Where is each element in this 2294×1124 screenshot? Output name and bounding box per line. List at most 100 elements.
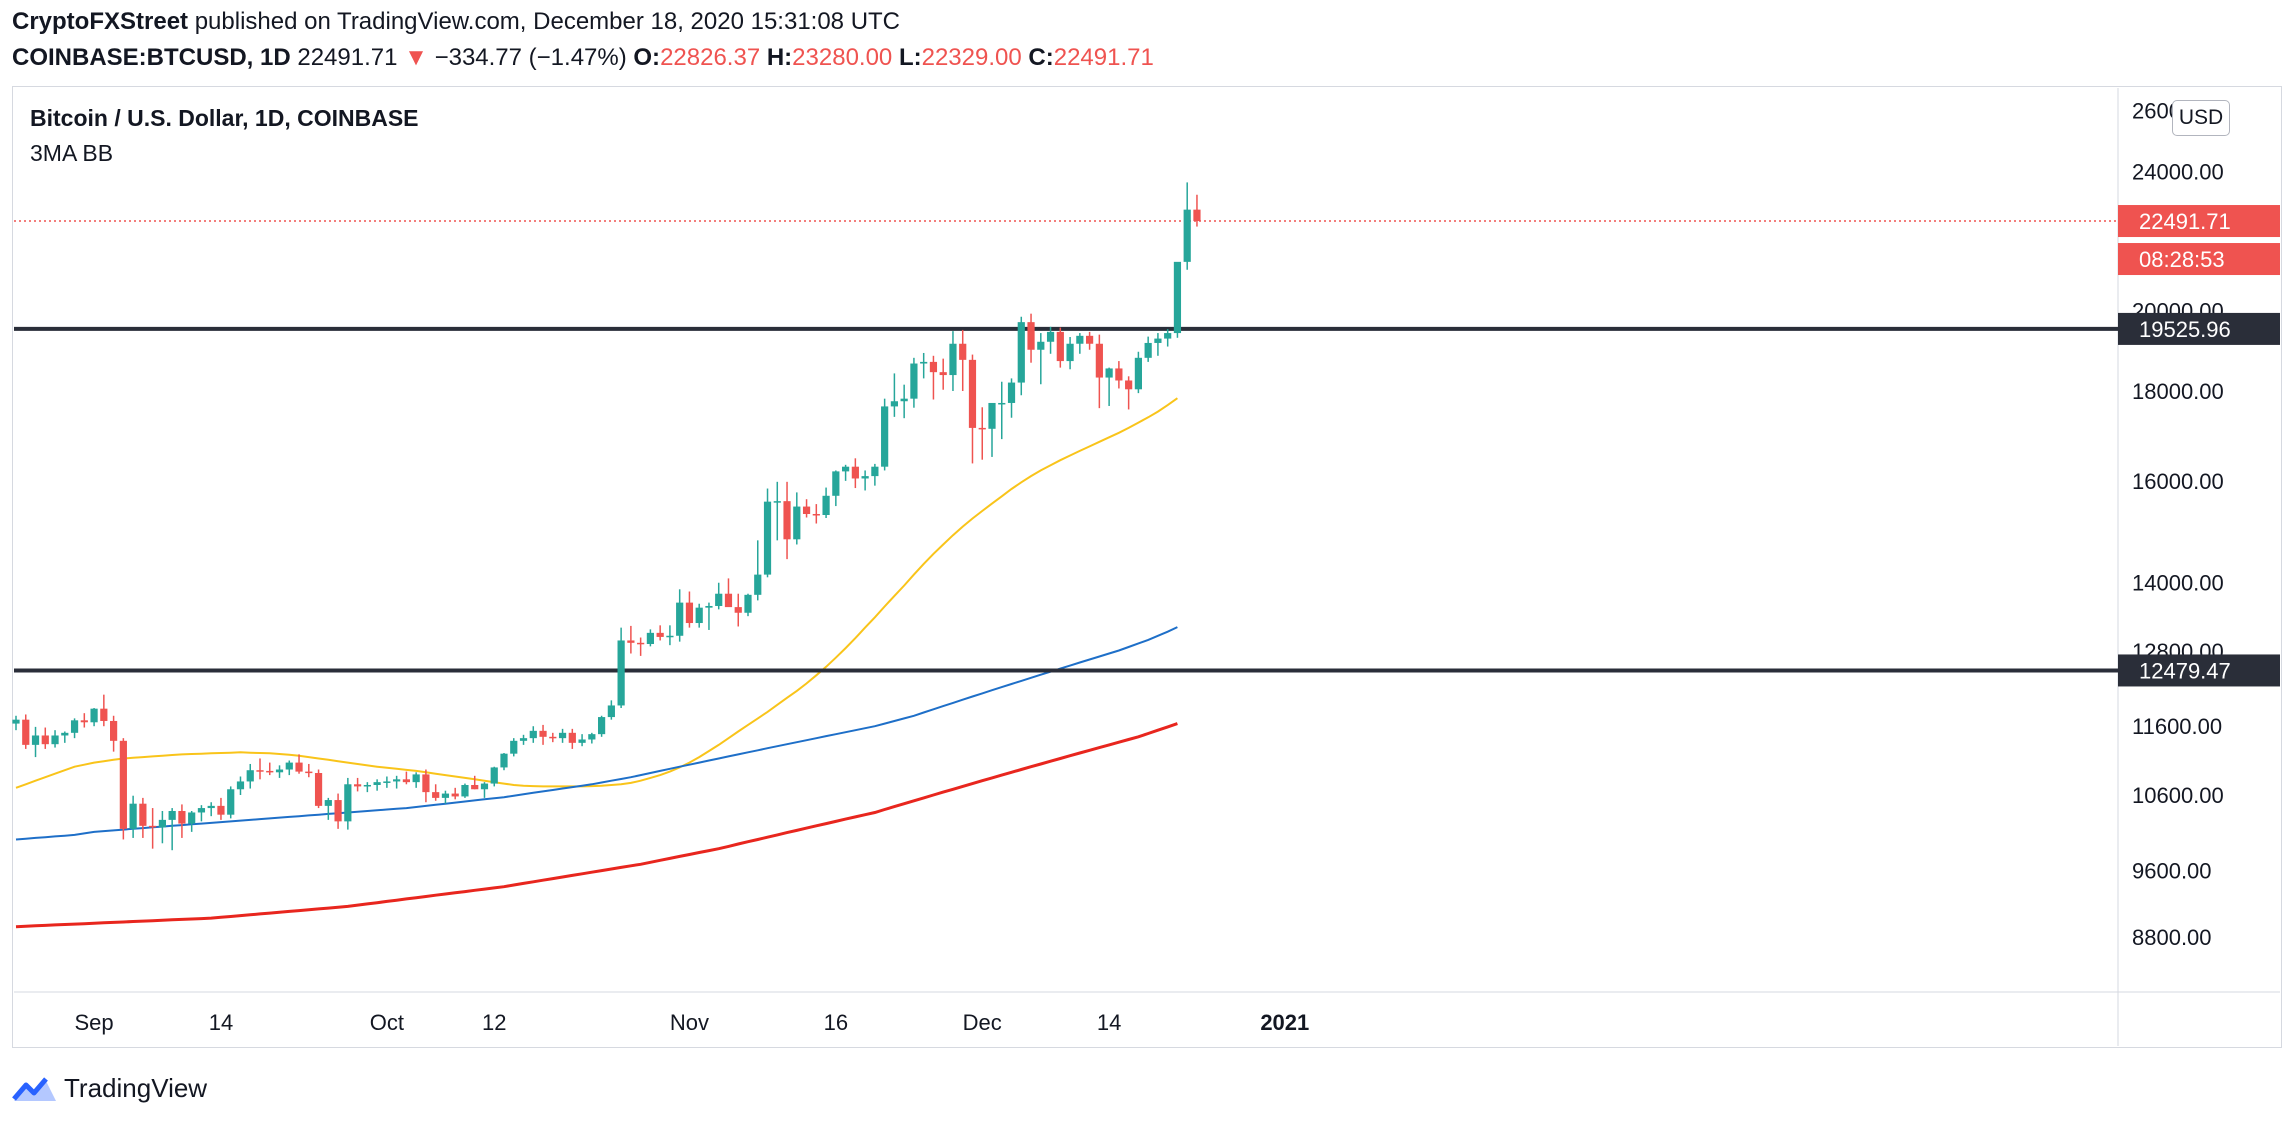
candle-body	[383, 781, 391, 783]
level-price-label: 12479.47	[2139, 658, 2231, 683]
candle-body	[305, 771, 313, 774]
candle-body	[90, 708, 98, 723]
candle-body	[480, 783, 489, 790]
candle-body	[441, 793, 450, 798]
tradingview-logo-icon	[12, 1077, 56, 1101]
candle-body	[920, 361, 928, 364]
candle-body	[70, 720, 79, 733]
candle-body	[715, 593, 723, 606]
last-price-label-box	[2118, 205, 2280, 238]
author-name[interactable]: CryptoFXStreet	[12, 8, 189, 35]
price-tick-label: 14000.00	[2132, 571, 2224, 596]
candle-body	[1134, 357, 1142, 390]
publish-date: published on TradingView.com, December 1…	[188, 8, 901, 35]
candle-body	[275, 769, 284, 773]
candle-body	[1144, 342, 1152, 358]
price-tick-label: 18000.00	[2132, 379, 2224, 404]
candle-body	[568, 732, 576, 743]
candle-body	[363, 784, 371, 787]
candle-body	[51, 735, 59, 745]
chart-frame[interactable]	[12, 86, 2282, 1048]
candle-body	[1164, 333, 1172, 339]
candle-body	[295, 762, 303, 772]
candle-body	[149, 825, 157, 828]
last-price-label: 22491.71	[2139, 209, 2231, 234]
candle-body	[519, 738, 528, 741]
candle-body	[12, 719, 20, 724]
time-tick-label: Oct	[370, 1010, 404, 1035]
candle-body	[217, 805, 225, 815]
candle-body	[802, 506, 811, 514]
candle-body	[617, 640, 625, 706]
candle-body	[871, 466, 879, 477]
candle-body	[842, 466, 850, 472]
symbol-bar: COINBASE:BTCUSD, 1D 22491.71 ▼ −334.77 (…	[12, 44, 1154, 72]
candle-body	[754, 574, 762, 595]
candle-body	[968, 359, 977, 428]
indicator-label[interactable]: 3MA BB	[30, 140, 114, 166]
candle-body	[129, 803, 137, 829]
candle-body	[256, 770, 264, 772]
candle-body	[988, 402, 996, 429]
candle-body	[354, 784, 362, 787]
candle-body	[724, 593, 733, 608]
candle-body	[1105, 368, 1113, 378]
candle-body	[539, 730, 547, 737]
time-tick-label: 14	[209, 1010, 233, 1035]
candle-body	[344, 784, 352, 822]
tradingview-logo[interactable]: TradingView	[12, 1070, 207, 1106]
candle-body	[695, 607, 703, 624]
candle-body	[110, 720, 118, 741]
candle-body	[402, 779, 410, 783]
candle-body	[246, 770, 254, 782]
candle-body	[1154, 338, 1162, 343]
candle-body	[207, 805, 215, 809]
candle-body	[978, 427, 986, 430]
candle-body	[236, 781, 245, 790]
time-tick-label: 2021	[1260, 1010, 1309, 1035]
candle-body	[1066, 343, 1074, 362]
candle-body	[910, 363, 918, 399]
candle-body	[1046, 331, 1055, 342]
price-change: −334.77 (−1.47%)	[434, 44, 627, 71]
candle-body	[939, 372, 947, 376]
candle-body	[1183, 209, 1191, 262]
close-value: 22491.71	[1053, 44, 1154, 71]
high-value: 23280.00	[792, 44, 893, 71]
candle-body	[1193, 209, 1201, 222]
ma-line-3	[15, 722, 1178, 929]
publish-info: CryptoFXStreet published on TradingView.…	[12, 8, 900, 36]
candle-body	[1037, 341, 1045, 350]
candle-body	[510, 740, 518, 754]
candle-body	[900, 398, 908, 402]
candle-body	[178, 811, 186, 824]
candle-body	[461, 784, 469, 797]
candle-body	[1095, 343, 1103, 378]
currency-button[interactable]: USD	[2172, 100, 2230, 136]
candle-body	[168, 811, 176, 820]
open-label: O:	[633, 44, 661, 71]
candle-body	[890, 401, 898, 407]
candle-body	[763, 501, 772, 575]
candle-body	[949, 343, 957, 376]
candle-body	[422, 774, 430, 793]
candle-body	[1056, 331, 1064, 362]
symbol-label: COINBASE:BTCUSD, 1D	[12, 44, 291, 71]
candle-body	[832, 471, 840, 496]
candle-body	[41, 735, 49, 745]
candle-body	[1086, 335, 1094, 344]
candle-body	[334, 800, 342, 822]
candle-body	[676, 602, 684, 636]
candle-body	[793, 506, 801, 540]
time-tick-label: 12	[482, 1010, 506, 1035]
candle-body	[197, 808, 206, 813]
candle-body	[451, 793, 459, 797]
price-tick-label: 16000.00	[2132, 469, 2224, 494]
candle-body	[1173, 261, 1182, 334]
candle-body	[812, 513, 820, 516]
candle-body	[373, 782, 381, 785]
price-tick-label: 24000.00	[2132, 160, 2224, 185]
candle-body	[822, 495, 830, 515]
candle-body	[80, 720, 88, 723]
